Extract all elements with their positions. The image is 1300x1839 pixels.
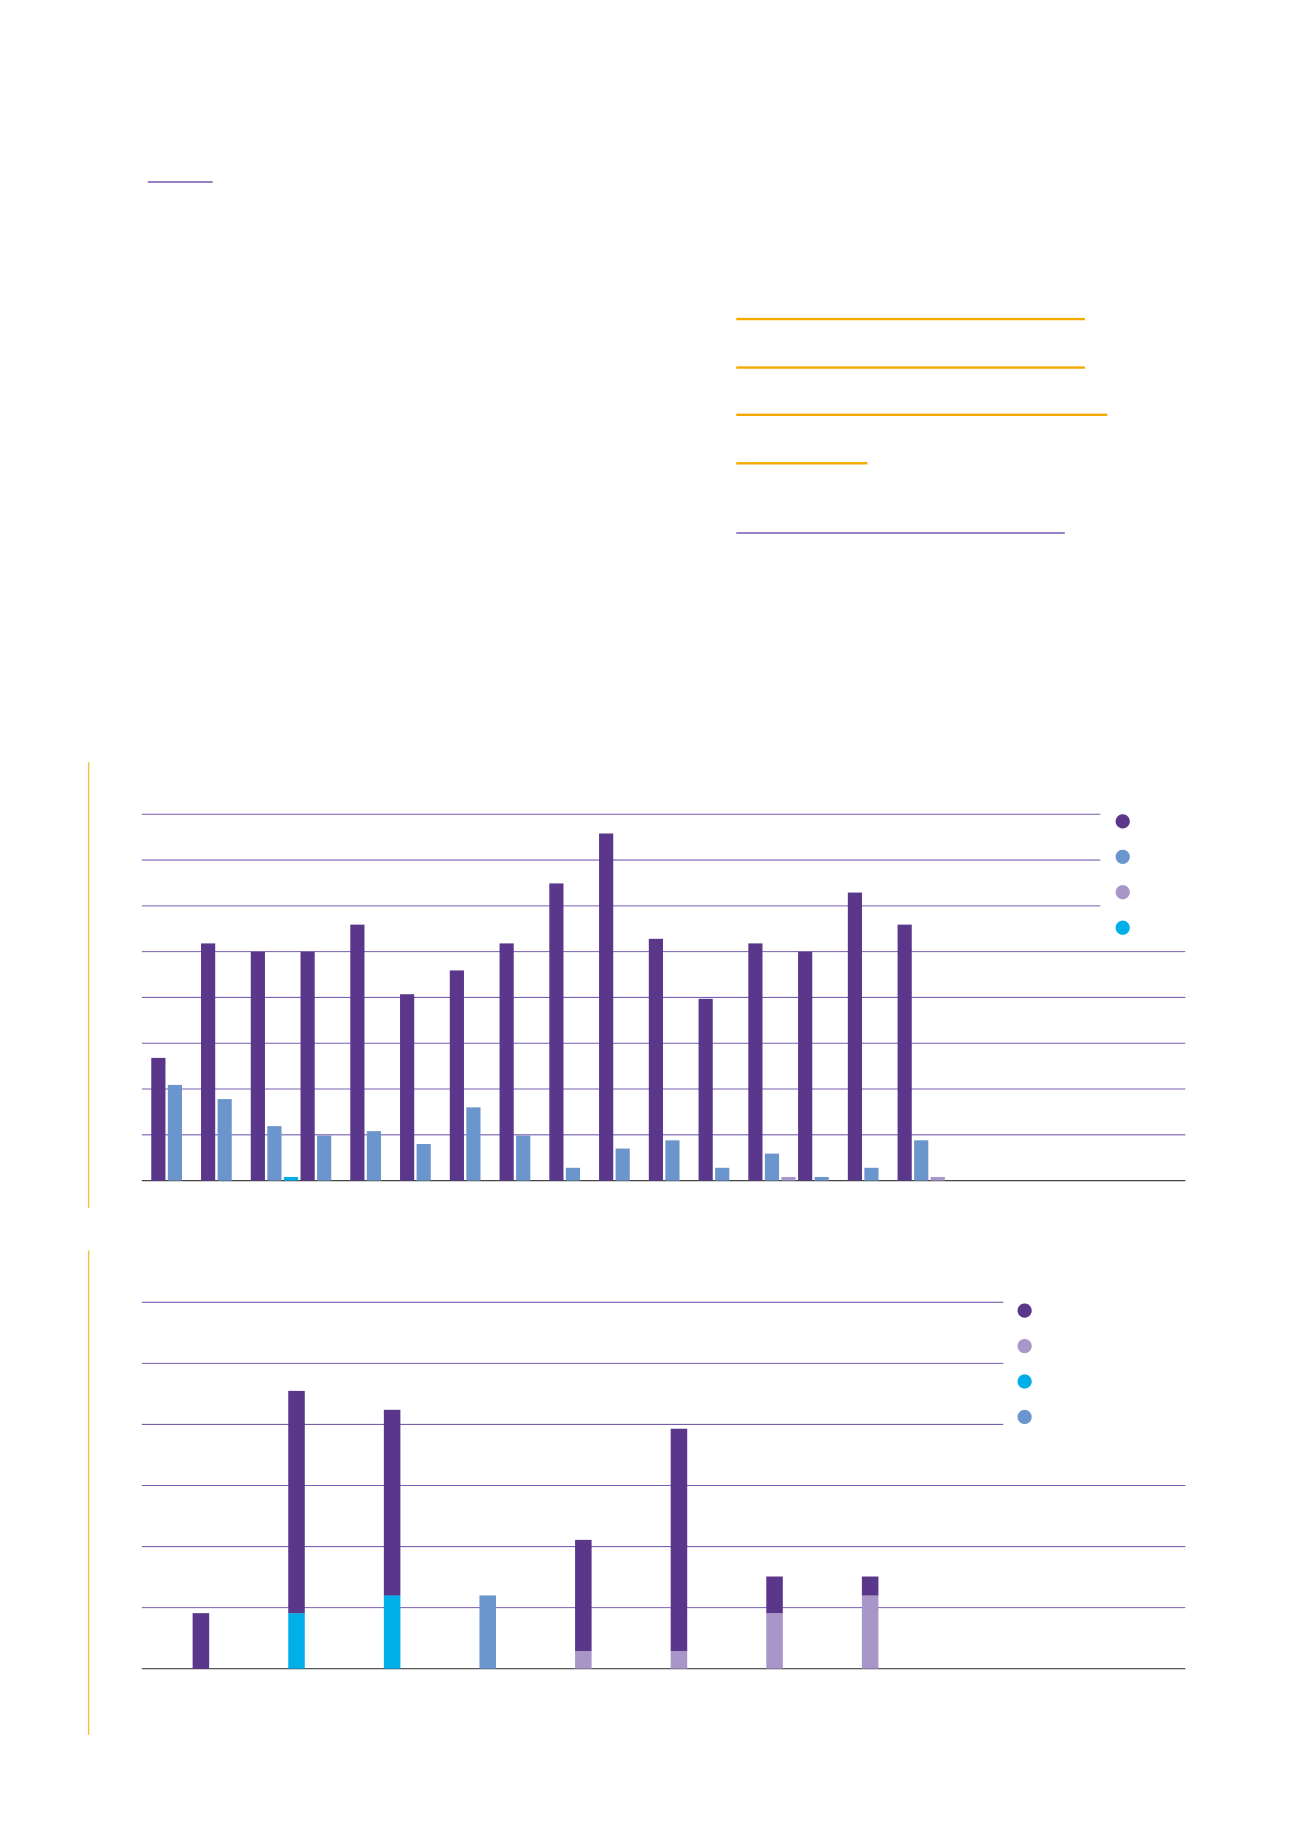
bar [416, 1143, 431, 1181]
bar-segment [766, 1576, 783, 1614]
bar [897, 924, 912, 1181]
bar [151, 1057, 166, 1181]
bar [914, 1140, 929, 1181]
bar [615, 1148, 630, 1181]
bar [715, 1167, 730, 1181]
bar [283, 1176, 299, 1181]
bar [748, 943, 763, 1181]
bar [798, 951, 813, 1181]
legend-marker [1115, 814, 1130, 829]
scene [87, 181, 1186, 1735]
bar [400, 994, 415, 1181]
legend-marker [1115, 885, 1130, 900]
bar-segment [383, 1595, 401, 1669]
legend-marker [1017, 1409, 1032, 1425]
bar [665, 1140, 680, 1181]
bar [366, 1131, 382, 1181]
legend-marker [1115, 920, 1130, 935]
bar [565, 1167, 581, 1181]
bar-segment [766, 1613, 783, 1669]
legend-marker [1017, 1338, 1032, 1354]
bar [847, 892, 863, 1181]
bar [549, 883, 564, 1181]
legend-marker [1017, 1303, 1032, 1318]
bar [449, 970, 464, 1181]
legend-marker [1115, 849, 1130, 864]
bar [466, 1107, 481, 1181]
bar [499, 943, 514, 1181]
bar-segment [288, 1390, 305, 1614]
legend-marker [1017, 1374, 1032, 1389]
bar-segment [288, 1613, 305, 1669]
bar [764, 1153, 780, 1181]
bar [201, 943, 216, 1181]
bar [167, 1084, 182, 1181]
bar [516, 1135, 531, 1181]
bar [698, 998, 713, 1181]
bar-segment [383, 1409, 401, 1596]
bar-segment [575, 1650, 592, 1669]
bar [350, 924, 365, 1181]
bar [930, 1176, 945, 1181]
bar-segment [861, 1595, 879, 1669]
bar [217, 1099, 232, 1181]
bar-segment [192, 1613, 210, 1669]
bar [648, 938, 663, 1181]
bar [599, 833, 614, 1181]
bar-segment [575, 1539, 592, 1651]
bar-segment [670, 1428, 688, 1651]
bar [814, 1176, 829, 1181]
bar [300, 951, 315, 1181]
bar [267, 1126, 282, 1181]
bar [781, 1176, 796, 1181]
bar-segment [479, 1595, 497, 1669]
bar-segment [670, 1650, 688, 1669]
bar [864, 1167, 879, 1181]
bar-segment [861, 1576, 879, 1596]
bar [317, 1135, 332, 1181]
bar [250, 951, 265, 1181]
